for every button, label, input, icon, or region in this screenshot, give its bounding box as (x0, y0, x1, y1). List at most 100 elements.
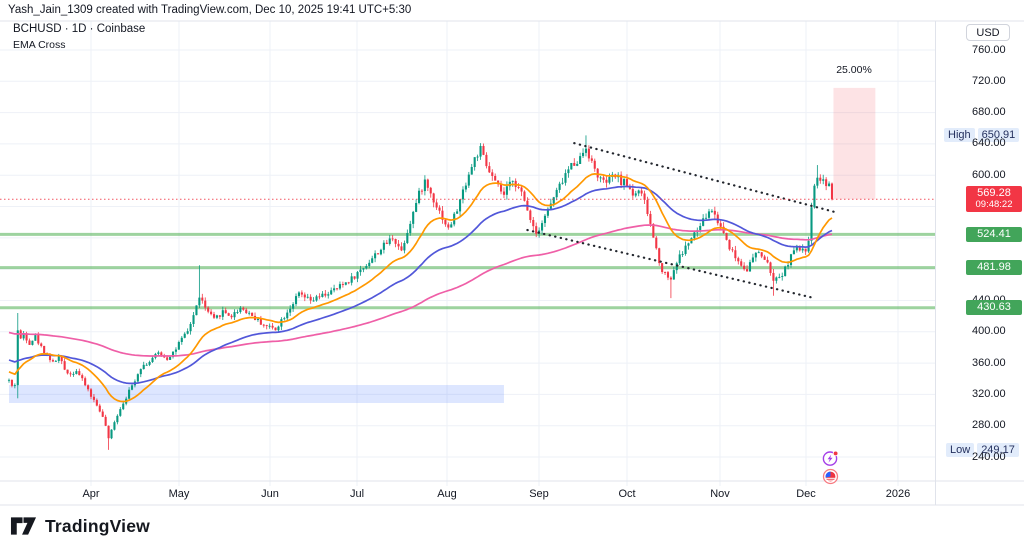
candle-up (130, 385, 134, 390)
candle-down (259, 318, 262, 325)
candle-up (672, 270, 675, 280)
price-axis[interactable] (936, 21, 1024, 481)
candle-up (687, 243, 690, 246)
price-tick-label: 640.00 (972, 137, 1006, 150)
candle-up (338, 284, 342, 289)
candle-up (333, 288, 336, 291)
candle-down (532, 219, 535, 227)
candle-down (28, 340, 31, 345)
candle-down (655, 237, 658, 249)
candle-down (63, 361, 66, 370)
candle-up (403, 243, 406, 251)
candle-down (87, 385, 90, 390)
candle-down (92, 396, 95, 400)
candle-up (511, 180, 514, 182)
candle-up (7, 379, 11, 381)
price-tick-label: 720.00 (972, 74, 1006, 87)
candle-up (139, 369, 142, 375)
candle-up (540, 223, 544, 231)
candle-up (248, 312, 251, 314)
ema-slow-line (8, 224, 833, 357)
candle-down (523, 191, 526, 201)
candle-down (804, 248, 807, 252)
candle-up (634, 193, 637, 196)
candle-down (43, 345, 46, 354)
candle-up (192, 315, 195, 324)
candle-up (637, 190, 640, 194)
candle-down (10, 379, 13, 386)
candle-up (289, 308, 292, 313)
candle-up (813, 185, 816, 208)
candle-up (467, 174, 470, 186)
currency-button[interactable]: USD (966, 24, 1010, 41)
candle-up (359, 269, 362, 273)
candle-down (482, 145, 485, 155)
candle-up (458, 199, 462, 212)
candle-up (684, 245, 687, 254)
candle-up (470, 166, 473, 175)
time-axis[interactable] (0, 482, 1024, 505)
chart-legend: BCHUSD · 1D · Coinbase EMA Cross (13, 23, 146, 51)
candle-up (579, 156, 582, 164)
candle-down (740, 261, 743, 266)
candle-up (754, 252, 757, 258)
candle-up (382, 242, 385, 250)
candle-down (335, 288, 339, 290)
candle-down (713, 210, 716, 215)
tradingview-logo[interactable]: TradingView (10, 515, 150, 537)
projection-box (833, 87, 876, 200)
price-tick-label: 400.00 (972, 325, 1006, 338)
time-axis-label: Apr (82, 488, 100, 500)
candle-up (268, 325, 271, 327)
time-axis-label: Jun (261, 488, 279, 500)
candle-down (81, 375, 84, 379)
candle-down (318, 296, 321, 298)
candle-up (479, 145, 482, 157)
candle-up (549, 203, 552, 209)
candle-up (775, 277, 778, 281)
candle-down (309, 296, 312, 301)
candle-up (215, 315, 218, 318)
candle-down (89, 389, 93, 397)
candle-up (145, 364, 148, 366)
candle-down (376, 253, 380, 255)
candle-up (362, 268, 365, 270)
candle-up (183, 333, 186, 338)
candle-down (646, 199, 649, 214)
symbol-title[interactable]: BCHUSD · 1D · Coinbase (13, 23, 146, 35)
candle-up (561, 182, 564, 184)
candle-up (388, 238, 391, 244)
candle-up (116, 415, 119, 423)
candle-up (461, 189, 465, 200)
candle-up (558, 183, 561, 190)
candle-down (731, 249, 734, 251)
candle-up (371, 258, 374, 263)
candle-up (552, 197, 555, 204)
candle-down (432, 193, 435, 203)
spark-icon[interactable] (822, 450, 839, 467)
ema-fast-line (8, 173, 833, 403)
wedge-upper-trendline (573, 142, 837, 214)
candle-up (292, 304, 295, 309)
last-price-value: 569.28 (977, 187, 1011, 200)
candle-down (485, 154, 488, 167)
candle-up (72, 373, 75, 375)
candle-down (649, 213, 652, 224)
candle-up (707, 211, 711, 218)
projection-percent-label: 25.00% (836, 64, 872, 76)
candle-up (792, 250, 795, 255)
low-price-row: Low 249.17 (946, 442, 1019, 457)
candle-down (274, 327, 277, 331)
candle-down (760, 252, 763, 257)
candle-down (769, 262, 772, 273)
candle-up (567, 169, 570, 174)
candle-down (251, 312, 254, 316)
candle-up (816, 177, 819, 186)
economic-calendar-icon[interactable] (822, 468, 839, 485)
candle-down (631, 188, 634, 196)
candle-up (543, 215, 547, 224)
candle-down (499, 184, 503, 192)
indicator-label[interactable]: EMA Cross (13, 38, 66, 51)
support-level-badge: 430.63 (966, 300, 1022, 316)
